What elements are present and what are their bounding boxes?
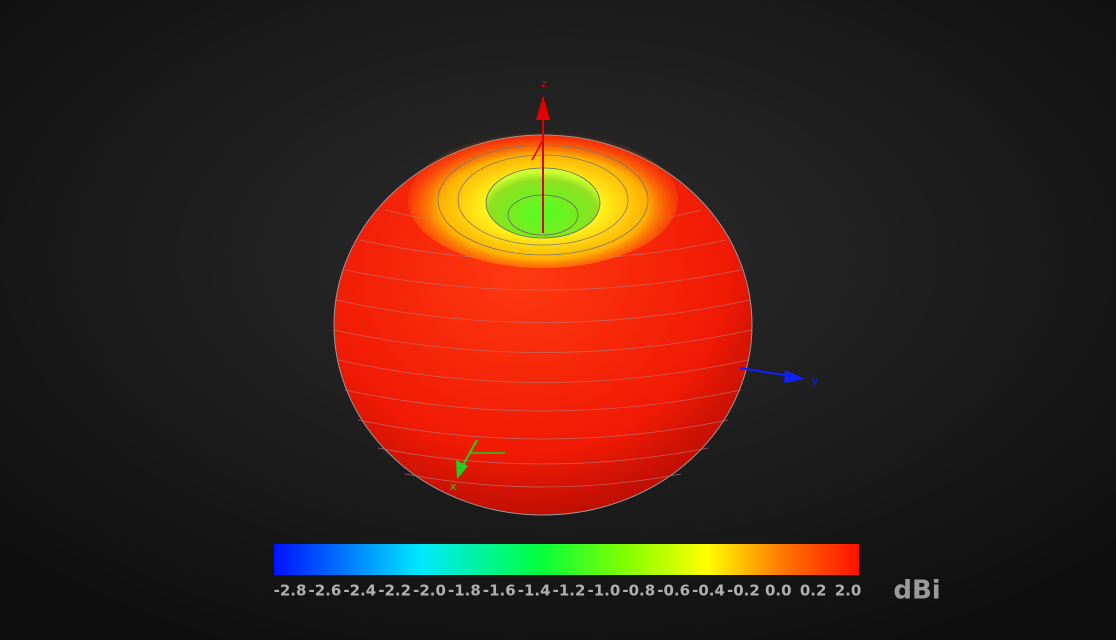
colorbar-tick-label: -2.0	[413, 582, 446, 600]
z-label: z	[541, 77, 547, 90]
colorbar-ticks: -2.8 -2.6 -2.4 -2.2 -2.0 -1.8 -1.6 -1.4 -1.2 -1.0…	[274, 582, 862, 600]
colorbar-tick-label: -0.2	[727, 582, 760, 600]
unit-label: dBi	[893, 576, 940, 606]
x-label: x	[450, 480, 457, 493]
colorbar-tick-label: -1.6	[483, 582, 516, 600]
y-label: y	[812, 374, 819, 387]
colorbar-tick-label: 2.0	[835, 582, 862, 600]
colorbar-tick-label: -1.0	[587, 582, 620, 600]
contour-lines	[333, 209, 753, 488]
colorbar-tick-label: -0.6	[657, 582, 690, 600]
x-arrow	[456, 460, 468, 479]
y-arrow	[784, 370, 805, 383]
z-minor	[531, 139, 544, 161]
colorbar-tick-label: -2.6	[308, 582, 341, 600]
colorbar-tick-label: -0.4	[692, 582, 725, 600]
colorbar-tick-label: 0.2	[800, 582, 827, 600]
z-arrow	[536, 95, 550, 120]
colorbar	[274, 544, 859, 575]
colorbar-tick-label: -2.2	[378, 582, 411, 600]
colorbar-tick-label: -1.2	[553, 582, 586, 600]
colorbar-tick-label: -1.8	[448, 582, 481, 600]
colorbar-tick-label: 0.0	[765, 582, 792, 600]
y-axis	[739, 367, 791, 377]
colorbar-tick-label: -0.8	[622, 582, 655, 600]
colorbar-tick-label: -2.4	[343, 582, 376, 600]
colorbar-tick-label: -1.4	[518, 582, 551, 600]
colorbar-tick-label: -2.8	[274, 582, 307, 600]
